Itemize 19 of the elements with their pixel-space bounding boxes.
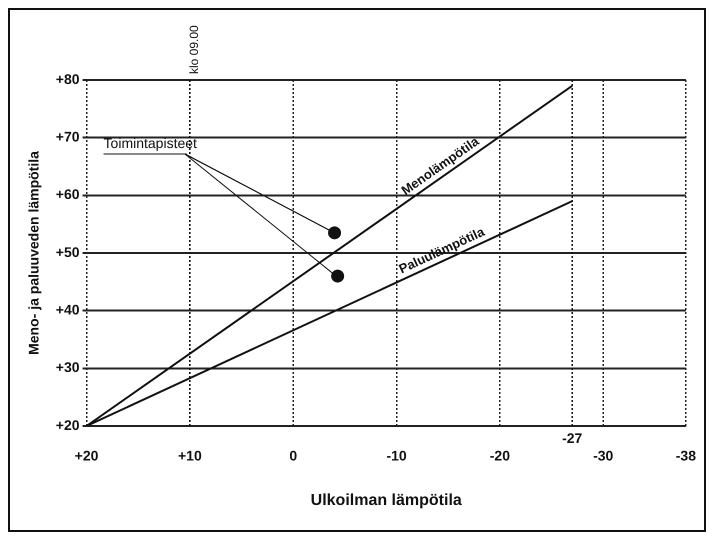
y-tick-label: +60 [56,186,80,202]
x-tick-label: +20 [74,447,99,464]
x-axis-title: Ulkoilman lämpötila [310,492,462,509]
y-tick-label: +70 [56,128,80,145]
y-tick-label: +80 [56,70,80,87]
x-tick-label: -30 [593,447,614,464]
x-tick-label: 0 [289,447,298,464]
x-tick-label: +10 [178,447,202,464]
y-tick-label: +50 [56,244,80,260]
y-axis-title: Meno- ja paluuveden lämpötila [25,150,42,355]
x-tick-label: -20 [490,447,510,464]
y-tick-label: +30 [56,359,80,376]
ref-line-label: klo 09.00 [187,24,202,74]
x-tick-label: -10 [386,447,407,464]
x-tick-label: -38 [676,447,696,464]
y-tick-label: +40 [56,302,80,318]
annotation: Toimintapisteet [104,134,198,151]
y-tick-label: +20 [56,416,80,433]
ref-line-label: -27 [562,430,583,446]
